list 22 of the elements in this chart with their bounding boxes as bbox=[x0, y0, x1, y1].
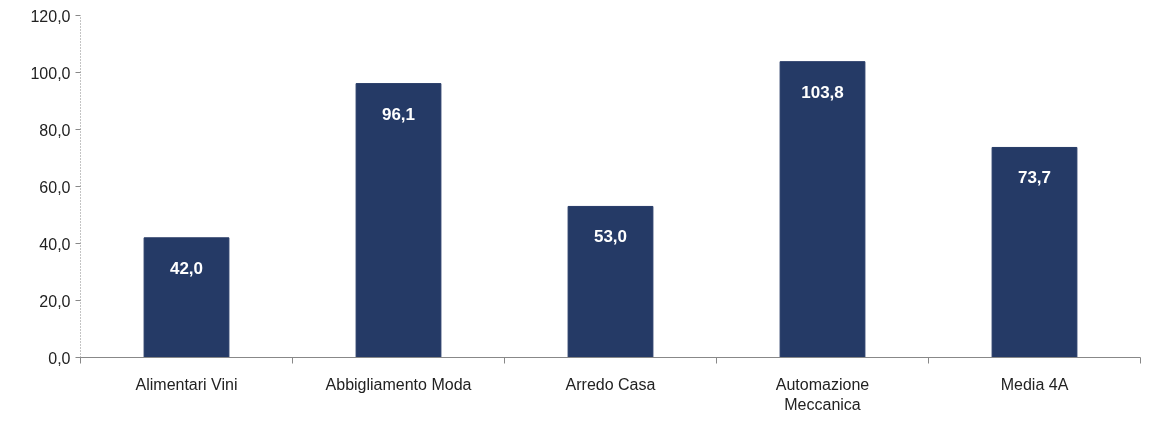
data-label: 73,7 bbox=[1017, 168, 1052, 188]
y-tick-label: 20,0 bbox=[39, 292, 71, 310]
data-label: 42,0 bbox=[169, 258, 204, 278]
x-tick-label: Media 4A bbox=[1000, 375, 1069, 393]
x-tick-label: Abbigliamento Moda bbox=[325, 375, 472, 393]
y-tick-label: 120,0 bbox=[30, 7, 71, 25]
y-tick-label: 0,0 bbox=[48, 349, 71, 367]
bar bbox=[991, 146, 1078, 358]
x-tick-label: Automazione Meccanica bbox=[775, 375, 870, 413]
data-label: 96,1 bbox=[381, 104, 416, 124]
data-label: 103,8 bbox=[801, 82, 844, 102]
data-label: 53,0 bbox=[593, 227, 628, 247]
x-tick-label: Arredo Casa bbox=[565, 375, 656, 393]
y-tick-label: 100,0 bbox=[30, 64, 71, 82]
bar bbox=[779, 61, 866, 358]
x-tick-label: Alimentari Vini bbox=[135, 375, 238, 393]
bar bbox=[143, 237, 230, 358]
y-tick-label: 80,0 bbox=[39, 121, 71, 139]
y-tick-label: 40,0 bbox=[39, 235, 71, 253]
y-tick-label: 60,0 bbox=[39, 178, 71, 196]
bar bbox=[567, 205, 654, 358]
bar bbox=[355, 83, 442, 358]
